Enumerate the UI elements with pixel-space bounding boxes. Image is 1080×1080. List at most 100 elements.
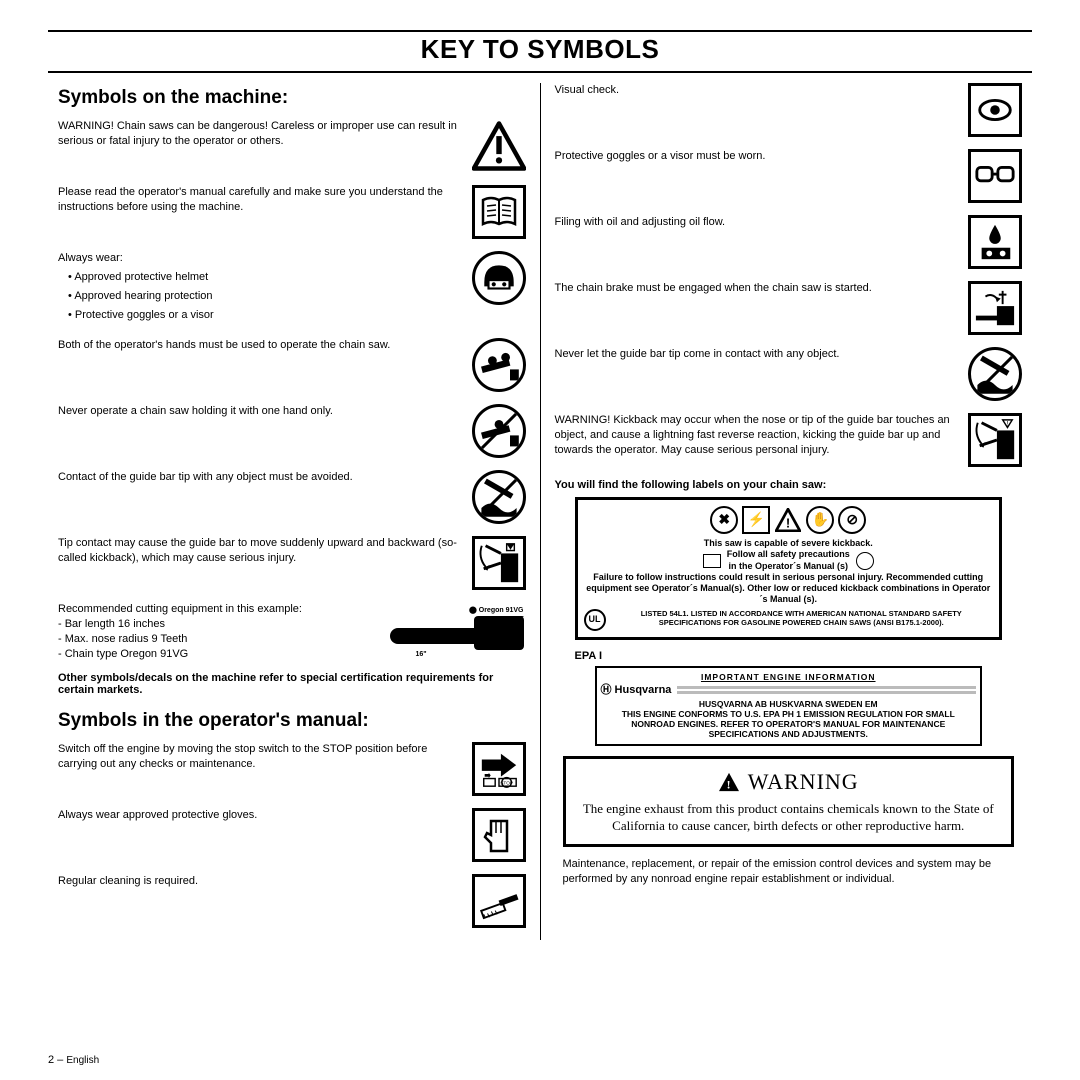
mini-warn-icon: ! [774, 506, 802, 534]
row-goggles: Protective goggles or a visor must be wo… [555, 149, 1023, 203]
read-manual-text: Please read the operator's manual carefu… [58, 185, 464, 215]
mini-twohands-icon: ✋ [806, 506, 834, 534]
brake-text: The chain brake must be engaged when the… [555, 281, 961, 296]
page-title: KEY TO SYMBOLS [48, 34, 1032, 65]
eye-icon [968, 83, 1022, 137]
cut-equip-l1: - Max. nose radius 9 Teeth [58, 633, 187, 645]
two-hands-icon [472, 338, 526, 392]
row-tip-contact: Contact of the guide bar tip with any ob… [58, 470, 526, 524]
content-columns: Symbols on the machine: WARNING! Chain s… [48, 83, 1032, 940]
kickback-text: Tip contact may cause the guide bar to m… [58, 536, 464, 566]
label1-l2: Follow all safety precautions [727, 549, 850, 559]
goggles-text: Protective goggles or a visor must be wo… [555, 149, 961, 164]
warning-text: WARNING! Chain saws can be dangerous! Ca… [58, 119, 464, 149]
warning-box-title: ! WARNING [718, 769, 859, 795]
column-divider [540, 83, 541, 940]
oil-text: Filing with oil and adjusting oil flow. [555, 215, 961, 230]
stop-switch-icon: STOP [472, 742, 526, 796]
row-visual-check: Visual check. [555, 83, 1023, 137]
wear-item-2: Protective goggles or a visor [68, 308, 464, 323]
two-hands-text: Both of the operator's hands must be use… [58, 338, 464, 353]
row-two-hands: Both of the operator's hands must be use… [58, 338, 526, 392]
row-one-hand: Never operate a chain saw holding it wit… [58, 404, 526, 458]
wear-item-0: Approved protective helmet [68, 270, 464, 285]
one-hand-prohibited-icon [472, 404, 526, 458]
svg-text:!: ! [509, 545, 511, 552]
cleaning-text: Regular cleaning is required. [58, 874, 464, 889]
husqvarna-logo: Ⓗ Husqvarna [601, 684, 672, 697]
labels-intro: You will find the following labels on yo… [555, 479, 1023, 491]
footer-lang: English [66, 1055, 99, 1066]
epa-heading: EPA I [575, 650, 1023, 662]
warning-title-text: WARNING [748, 769, 859, 795]
section1-heading: Symbols on the machine: [58, 87, 526, 109]
top-rule [48, 30, 1032, 32]
tip-contact-text: Contact of the guide bar tip with any ob… [58, 470, 464, 485]
mini-helmet-icon [856, 552, 874, 570]
visual-check-text: Visual check. [555, 83, 961, 98]
warning-triangle-small-icon: ! [718, 772, 740, 792]
wear-list: Approved protective helmet Approved hear… [58, 270, 464, 323]
switch-off-text: Switch off the engine by moving the stop… [58, 742, 464, 772]
kickback-label-box: ✖ ⚡ ! ✋ ⊘ This saw is capable of severe … [575, 497, 1003, 640]
diagram-length-label: 16" [416, 651, 427, 658]
epa-l2: HUSQVARNA AB HUSKVARNA SWEDEN EM [601, 699, 977, 709]
epa-l1: IMPORTANT ENGINE INFORMATION [601, 672, 977, 682]
tip-contact-prohibited-icon [472, 470, 526, 524]
label1-l1: This saw is capable of severe kickback. [584, 538, 994, 549]
right-column: Visual check. Protective goggles or a vi… [545, 83, 1033, 940]
page-footer: 2 – English [48, 1054, 99, 1066]
row-gloves: Always wear approved protective gloves. [58, 808, 526, 862]
chain-brake-icon [968, 281, 1022, 335]
epa-bars [677, 686, 976, 694]
wear-item-1: Approved hearing protection [68, 289, 464, 304]
row-kickback-warn: WARNING! Kickback may occur when the nos… [555, 413, 1023, 467]
mini-onehand-icon: ⊘ [838, 506, 866, 534]
kickback-warn-text: WARNING! Kickback may occur when the nos… [555, 413, 961, 458]
kickback-icon: ! [472, 536, 526, 590]
row-always-wear: Always wear: Approved protective helmet … [58, 251, 526, 326]
row-cleaning: Regular cleaning is required. [58, 874, 526, 928]
maintenance-text: Maintenance, replacement, or repair of t… [563, 857, 1015, 887]
other-symbols-note: Other symbols/decals on the machine refe… [58, 672, 526, 696]
row-cut-equipment: Recommended cutting equipment in this ex… [58, 602, 526, 661]
helmet-icon [472, 251, 526, 305]
california-warning-box: ! WARNING The engine exhaust from this p… [563, 756, 1015, 848]
row-read-manual: Please read the operator's manual carefu… [58, 185, 526, 239]
svg-text:!: ! [786, 516, 790, 531]
label1-ul-text: LISTED 54L1. LISTED IN ACCORDANCE WITH A… [610, 609, 994, 628]
epa-label-box: IMPORTANT ENGINE INFORMATION Ⓗ Husqvarna… [595, 666, 983, 746]
title-bar: KEY TO SYMBOLS [48, 34, 1032, 73]
goggles-icon [968, 149, 1022, 203]
section2-heading: Symbols in the operator's manual: [58, 710, 526, 732]
warning-triangle-icon [472, 119, 526, 173]
row-kickback: Tip contact may cause the guide bar to m… [58, 536, 526, 590]
one-hand-text: Never operate a chain saw holding it wit… [58, 404, 464, 419]
svg-text:!: ! [726, 777, 731, 791]
manual-book-icon [472, 185, 526, 239]
label1-l4: Failure to follow instructions could res… [584, 572, 994, 606]
always-wear-text: Always wear: [58, 251, 464, 266]
saw-diagram-icon: ⬤ Oregon 91VG ○ Max 9T 16" [386, 602, 526, 658]
oil-icon [968, 215, 1022, 269]
kickback-warn-icon: ! [968, 413, 1022, 467]
footer-sep: – [54, 1054, 66, 1066]
gloves-icon [472, 808, 526, 862]
svg-text:STOP: STOP [500, 780, 513, 786]
cut-equip-text: Recommended cutting equipment in this ex… [58, 602, 378, 661]
diagram-oregon-label: Oregon 91VG [479, 607, 524, 614]
mini-tip-icon: ✖ [710, 506, 738, 534]
epa-l3: THIS ENGINE CONFORMS TO U.S. EPA PH 1 EM… [601, 709, 977, 740]
cut-equip-l2: - Chain type Oregon 91VG [58, 648, 188, 660]
gloves-text: Always wear approved protective gloves. [58, 808, 464, 823]
label1-l3: in the Operator´s Manual (s) [728, 561, 848, 571]
tip-never-text: Never let the guide bar tip come in cont… [555, 347, 961, 362]
cut-equip-intro: Recommended cutting equipment in this ex… [58, 603, 302, 615]
tip-prohibited-icon [968, 347, 1022, 401]
mini-kick-icon: ⚡ [742, 506, 770, 534]
cleaning-brush-icon [472, 874, 526, 928]
left-column: Symbols on the machine: WARNING! Chain s… [48, 83, 536, 940]
warning-body-text: The engine exhaust from this product con… [580, 801, 998, 835]
row-oil: Filing with oil and adjusting oil flow. [555, 215, 1023, 269]
ul-badge-icon: UL [584, 609, 606, 631]
